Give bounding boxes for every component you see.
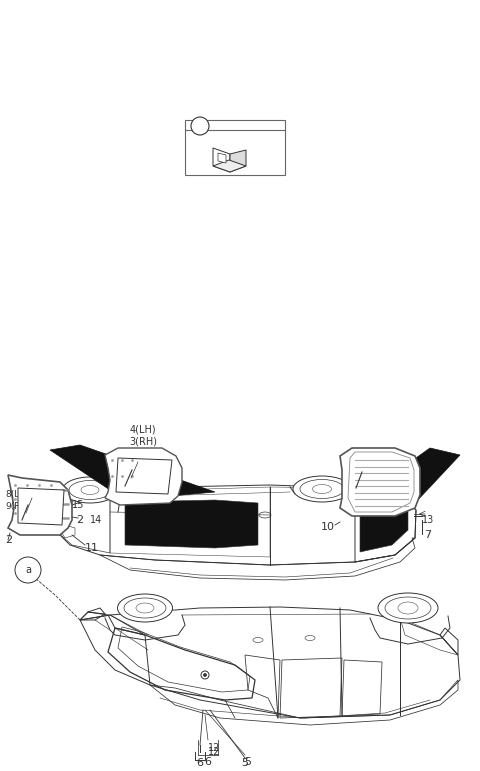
Polygon shape bbox=[218, 153, 226, 163]
Text: 15: 15 bbox=[72, 500, 84, 510]
Polygon shape bbox=[348, 452, 414, 512]
FancyBboxPatch shape bbox=[185, 120, 285, 175]
Polygon shape bbox=[105, 448, 182, 505]
Ellipse shape bbox=[312, 484, 332, 493]
Polygon shape bbox=[213, 160, 246, 172]
Text: 1: 1 bbox=[236, 120, 244, 133]
Text: 9(RH): 9(RH) bbox=[5, 501, 31, 510]
Text: 8(LH): 8(LH) bbox=[5, 490, 29, 499]
Text: 13: 13 bbox=[422, 515, 434, 525]
Text: 5: 5 bbox=[241, 758, 249, 768]
Text: 14: 14 bbox=[90, 515, 102, 525]
Polygon shape bbox=[213, 148, 230, 172]
Ellipse shape bbox=[378, 593, 438, 623]
Ellipse shape bbox=[118, 594, 172, 622]
Text: 3(RH): 3(RH) bbox=[129, 437, 157, 447]
Polygon shape bbox=[116, 458, 172, 494]
Text: 5: 5 bbox=[244, 757, 252, 767]
Ellipse shape bbox=[124, 598, 166, 618]
Text: 6: 6 bbox=[196, 758, 204, 768]
Text: 6: 6 bbox=[204, 757, 212, 767]
Ellipse shape bbox=[81, 486, 99, 494]
Ellipse shape bbox=[385, 597, 431, 619]
Ellipse shape bbox=[293, 476, 351, 502]
Ellipse shape bbox=[62, 477, 118, 503]
Circle shape bbox=[191, 117, 209, 135]
Text: 7: 7 bbox=[424, 530, 432, 540]
Text: a: a bbox=[25, 565, 31, 575]
Polygon shape bbox=[230, 150, 246, 172]
Text: 2: 2 bbox=[5, 535, 12, 545]
Ellipse shape bbox=[204, 674, 206, 676]
Text: 2: 2 bbox=[76, 515, 84, 525]
Ellipse shape bbox=[69, 480, 111, 500]
Polygon shape bbox=[50, 445, 215, 500]
Polygon shape bbox=[8, 475, 72, 535]
Ellipse shape bbox=[136, 603, 154, 613]
Text: 12: 12 bbox=[208, 747, 220, 757]
Text: 12: 12 bbox=[208, 743, 220, 753]
Polygon shape bbox=[360, 498, 408, 552]
Polygon shape bbox=[18, 488, 64, 525]
Text: a: a bbox=[197, 121, 203, 131]
Polygon shape bbox=[340, 448, 420, 516]
Polygon shape bbox=[125, 500, 258, 548]
Polygon shape bbox=[360, 448, 460, 503]
Text: 4(LH): 4(LH) bbox=[130, 425, 156, 435]
Circle shape bbox=[15, 557, 41, 583]
Text: 10: 10 bbox=[321, 522, 335, 532]
Ellipse shape bbox=[300, 480, 344, 499]
Text: 11: 11 bbox=[85, 543, 99, 553]
Ellipse shape bbox=[398, 602, 418, 614]
